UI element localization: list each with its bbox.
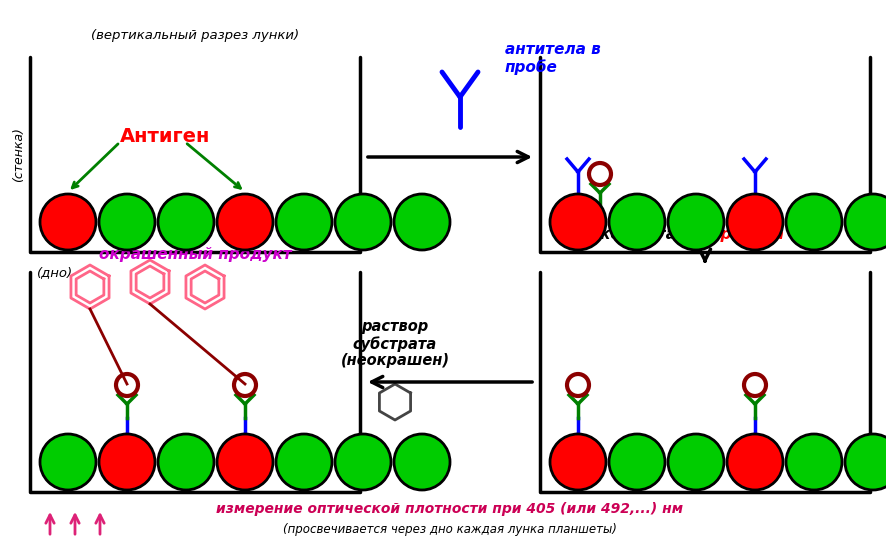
- Text: Антиген: Антиген: [120, 127, 210, 147]
- Circle shape: [217, 434, 273, 490]
- Circle shape: [727, 194, 783, 250]
- Circle shape: [158, 194, 214, 250]
- Circle shape: [335, 194, 391, 250]
- Circle shape: [786, 194, 842, 250]
- Text: раствор: раствор: [361, 319, 429, 335]
- Circle shape: [609, 434, 665, 490]
- Circle shape: [609, 194, 665, 250]
- Text: окрашенный продукт: окрашенный продукт: [98, 247, 291, 262]
- Circle shape: [217, 194, 273, 250]
- Circle shape: [394, 194, 450, 250]
- Text: измерение оптической плотности при 405 (или 492,...) нм: измерение оптической плотности при 405 (…: [216, 502, 684, 516]
- Circle shape: [335, 434, 391, 490]
- Circle shape: [727, 434, 783, 490]
- Circle shape: [276, 194, 332, 250]
- Circle shape: [786, 434, 842, 490]
- Circle shape: [99, 434, 155, 490]
- Circle shape: [845, 194, 886, 250]
- Circle shape: [40, 434, 96, 490]
- Text: пробе: пробе: [505, 59, 558, 75]
- Text: (дно): (дно): [37, 266, 73, 279]
- Text: (неокрашен): (неокрашен): [340, 353, 449, 369]
- Text: (стенка): (стенка): [12, 127, 25, 182]
- Text: антитела в: антитела в: [505, 42, 601, 57]
- Circle shape: [550, 434, 606, 490]
- Circle shape: [40, 194, 96, 250]
- Circle shape: [99, 194, 155, 250]
- Circle shape: [158, 434, 214, 490]
- Circle shape: [550, 194, 606, 250]
- Circle shape: [845, 434, 886, 490]
- Text: субстрата: субстрата: [353, 336, 437, 352]
- Circle shape: [394, 434, 450, 490]
- Text: (вертикальный разрез лунки): (вертикальный разрез лунки): [91, 29, 299, 42]
- Text: (просвечивается через дно каждая лунка планшеты): (просвечивается через дно каждая лунка п…: [283, 522, 617, 536]
- Circle shape: [276, 434, 332, 490]
- Text: фермента: фермента: [695, 226, 784, 242]
- Text: конъюгат: конъюгат: [600, 227, 690, 242]
- Circle shape: [668, 434, 724, 490]
- Circle shape: [668, 194, 724, 250]
